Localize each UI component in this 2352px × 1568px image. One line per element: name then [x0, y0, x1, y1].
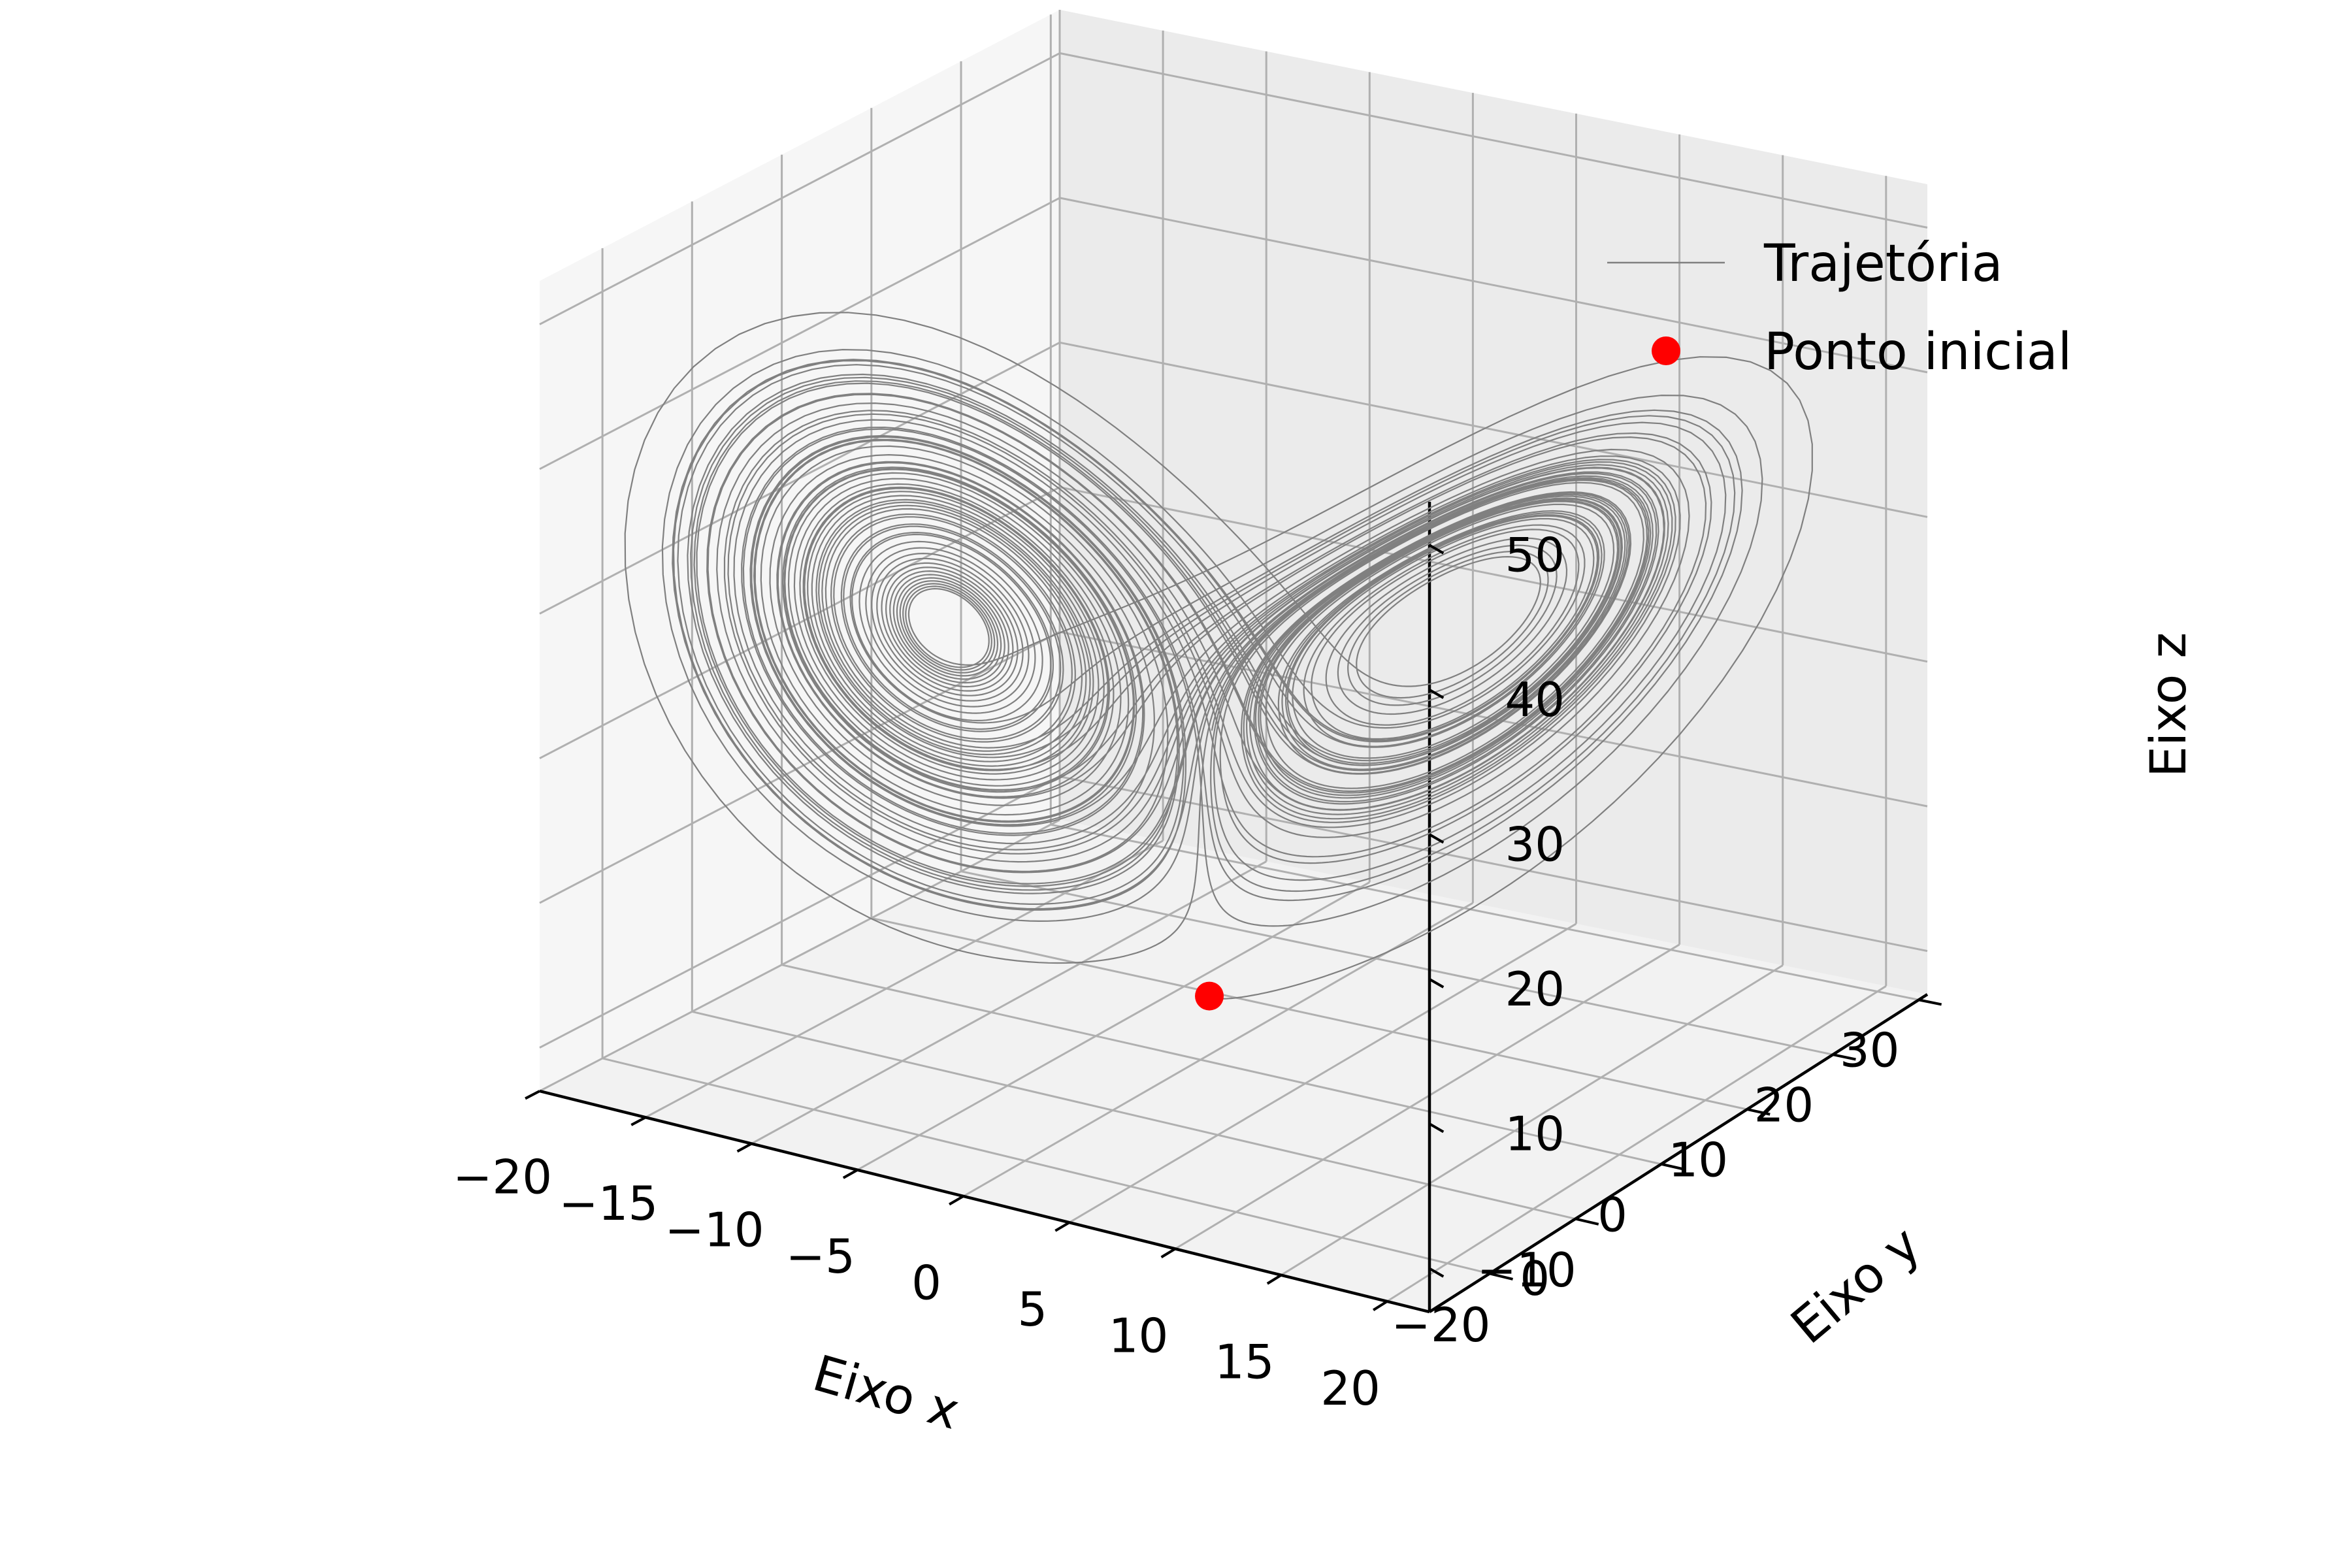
grid-line-x-floor	[1281, 964, 1784, 1276]
trajectory-line	[624, 312, 1813, 1000]
y-axis-tick	[1489, 1272, 1514, 1281]
x-axis-tick-label: 15	[1215, 1335, 1275, 1390]
grid-line-z-back	[1059, 197, 1928, 374]
legend-start-point-marker	[1652, 336, 1680, 365]
y-axis-tick	[1918, 998, 1942, 1006]
z-axis-tick-label: 30	[1505, 817, 1565, 872]
z-axis-tick	[1429, 977, 1445, 988]
grid-line-x-floor	[1175, 943, 1680, 1250]
x-axis-tick-label: −5	[786, 1229, 855, 1284]
x-axis-tick	[842, 1168, 858, 1179]
legend: Trajetória Ponto inicial	[1607, 235, 2072, 382]
z-axis-tick	[1429, 1267, 1445, 1278]
legend-start-point-label: Ponto inicial	[1764, 323, 2072, 382]
start-point-marker	[1195, 981, 1224, 1011]
z-axis-tick	[1429, 544, 1445, 555]
axis-panes	[540, 10, 1927, 1312]
z-axis-tick-label: 40	[1505, 672, 1565, 727]
grid-line-z-back	[1059, 52, 1928, 229]
grid-lines	[539, 10, 1928, 1303]
grid-line-y-floor	[960, 870, 1833, 1056]
x-axis-tick-label: 20	[1320, 1361, 1380, 1416]
x-axis-tick	[1054, 1221, 1070, 1232]
x-axis-tick	[949, 1195, 964, 1206]
x-axis-tick-label: −15	[559, 1176, 658, 1231]
grid-line-y-floor	[602, 1057, 1490, 1275]
y-axis-tick	[1746, 1108, 1771, 1116]
y-axis-tick-label: 30	[1840, 1022, 1900, 1077]
grid-line-x-floor	[539, 819, 1060, 1092]
grid-line-y-floor	[781, 964, 1662, 1166]
z-axis-label: Eixo z	[2139, 632, 2197, 777]
grid-line-x-floor	[1386, 985, 1887, 1303]
grid-line-y-floor	[871, 917, 1748, 1111]
x-axis-tick-label: −20	[453, 1149, 552, 1204]
y-axis-tick-label: −20	[1392, 1298, 1491, 1352]
y-axis-tick-label: 20	[1754, 1078, 1814, 1133]
y-axis-tick	[1661, 1162, 1685, 1171]
x-axis-tick	[1373, 1300, 1388, 1311]
tick-marks: −20 −15 −10 −5 0 5 10 15 20−20−10010203001020304…	[453, 528, 1942, 1416]
grid-line-y-floor	[1051, 823, 1919, 1001]
x-axis-tick-label: 5	[1017, 1282, 1047, 1337]
grid-line-z-back	[1059, 341, 1928, 518]
y-axis-line	[1428, 993, 1929, 1313]
legend-trajectory-label: Trajetória	[1763, 235, 2003, 293]
z-axis-tick-label: 0	[1520, 1251, 1550, 1306]
floor-pane	[540, 820, 1927, 1312]
x-axis-tick	[736, 1142, 753, 1153]
x-axis-tick	[1266, 1273, 1282, 1285]
x-axis-tick-label: 10	[1109, 1308, 1169, 1363]
start-point-series	[1195, 981, 1224, 1011]
y-axis-tick	[1833, 1053, 1856, 1061]
grid-line-x-floor	[1068, 923, 1577, 1224]
z-axis-tick	[1429, 833, 1445, 844]
grid-line-z-wall	[539, 52, 1060, 325]
grid-line-x-floor	[857, 881, 1371, 1171]
x-axis-tick	[1160, 1247, 1176, 1258]
grid-line-z-back	[1059, 486, 1928, 663]
x-axis-tick-label: 0	[911, 1255, 941, 1310]
y-axis-tick	[1575, 1217, 1599, 1226]
z-axis-tick	[1429, 1122, 1445, 1134]
y-axis-tick-label: 10	[1668, 1133, 1728, 1188]
z-axis-tick-label: 10	[1505, 1106, 1565, 1161]
grid-line-z-wall	[539, 630, 1060, 904]
x-axis-tick	[630, 1116, 647, 1126]
x-axis-tick-label: −10	[665, 1202, 764, 1257]
grid-line-z-back	[1059, 776, 1928, 953]
y-axis-tick-label: −10	[1477, 1243, 1576, 1298]
z-axis-tick	[1429, 689, 1445, 699]
grid-line-z-wall	[539, 197, 1060, 470]
grid-line-x-floor	[751, 860, 1267, 1145]
x-axis-tick	[525, 1090, 540, 1100]
z-axis-tick-label: 50	[1505, 528, 1565, 583]
trajectory-series	[624, 312, 1813, 1000]
grid-line-x-floor	[645, 840, 1164, 1119]
z-axis-tick-label: 20	[1505, 962, 1565, 1017]
y-axis-tick-label: 0	[1597, 1188, 1627, 1243]
